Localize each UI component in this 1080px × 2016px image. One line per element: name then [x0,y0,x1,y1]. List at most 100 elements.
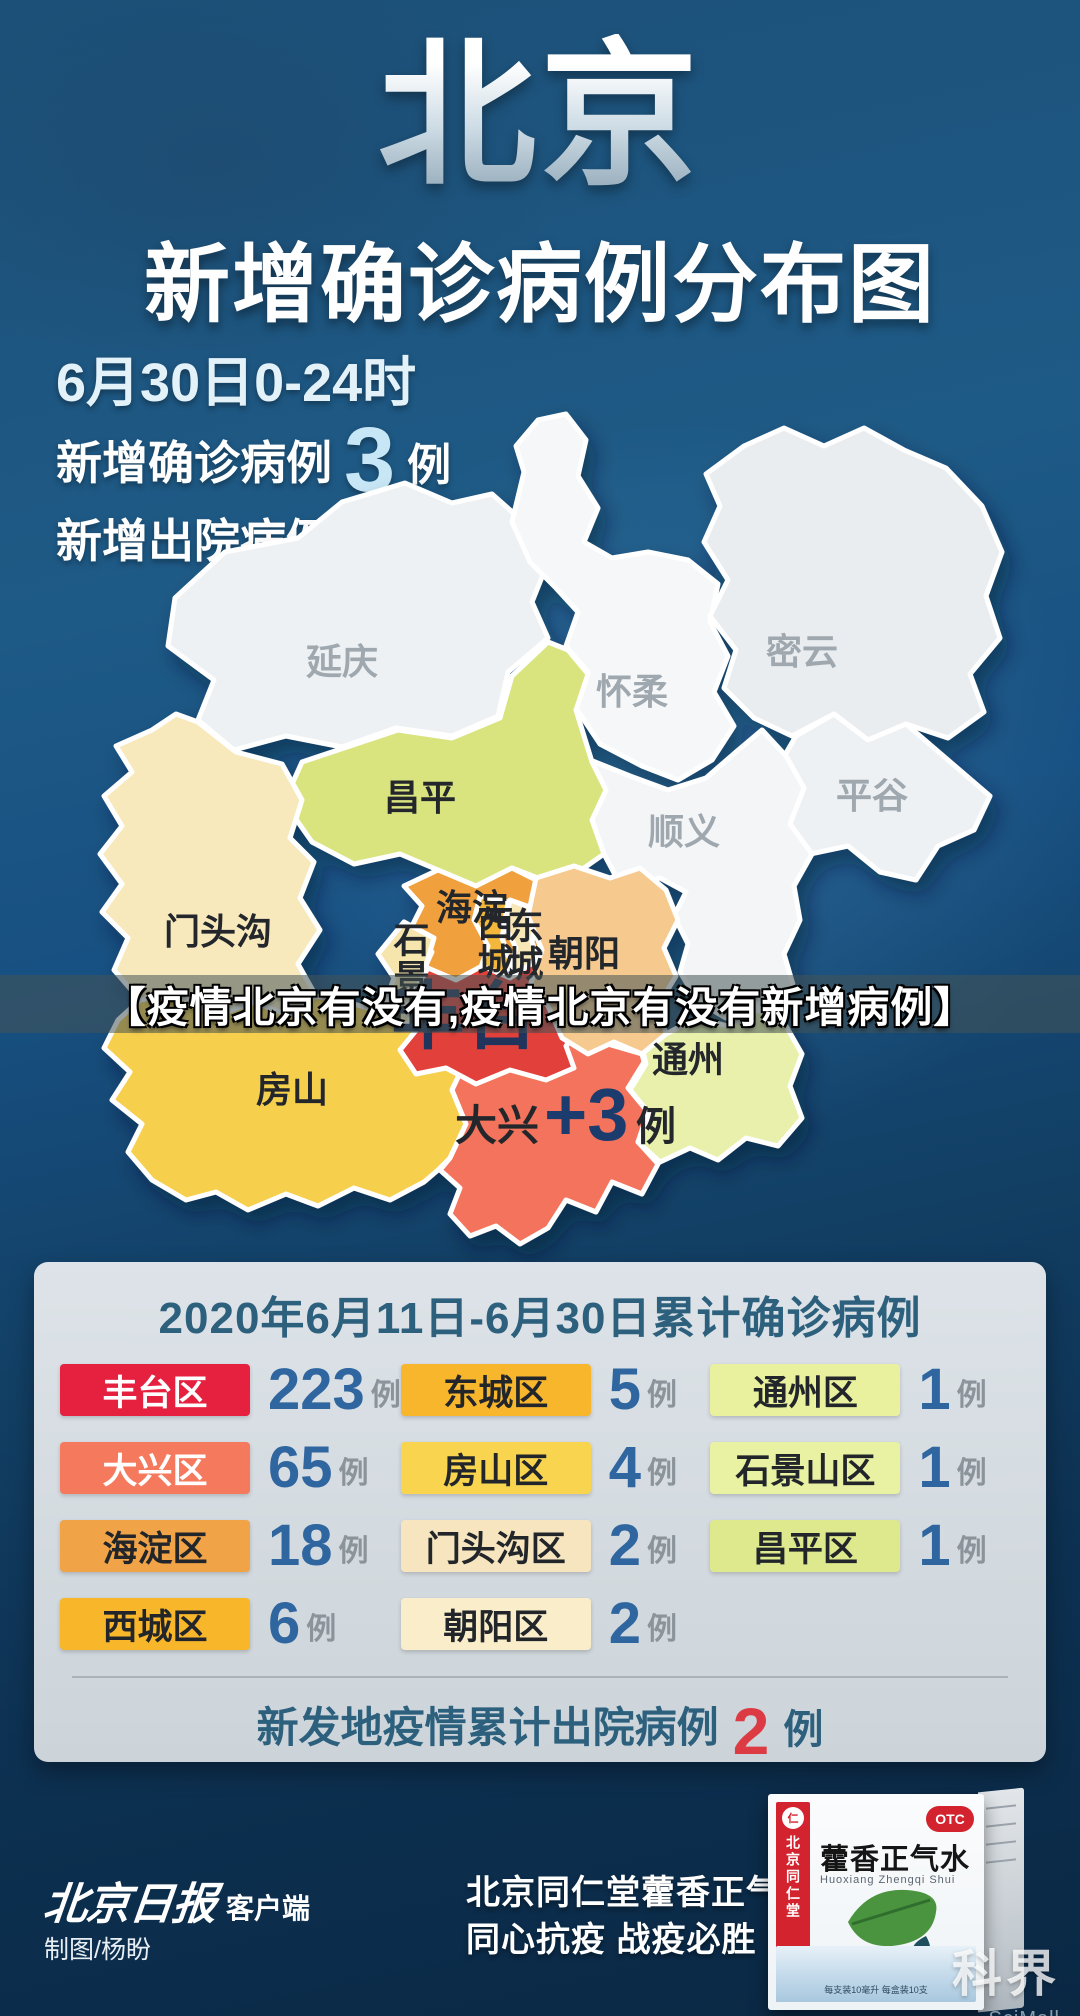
table-row: 昌平区 1 例 [710,1513,1020,1578]
product-spec: 每支装10毫升 每盒装10支 [824,1985,928,1995]
slogan-line1: 北京同仁堂藿香正气 [466,1874,781,1912]
district-changping-label: 昌平 [384,777,456,818]
district-fangshan-label: 房山 [256,1069,328,1110]
district-xicheng-label: 西城 [473,905,514,981]
case-count: 1 [918,1435,951,1500]
otc-badge: OTC [926,1806,974,1832]
table-row: 门头沟区 2 例 [400,1513,711,1578]
district-dongcheng-label: 东城 [503,907,544,983]
publisher-logo: 北京日报 客户端 [40,1868,311,1932]
case-count: 6 [268,1591,301,1656]
stat-unit: 例 [407,440,452,490]
case-count: 18 [268,1513,333,1578]
discharge-count: 2 [732,1693,770,1768]
stat-label: 新增确诊病例 [56,436,332,489]
sponsor-slogan: 北京同仁堂藿香正气 同心抗疫 战疫必胜 [466,1870,781,1964]
cumulative-cases-panel: 2020年6月11日-6月30日累计确诊病例 丰台区 223 例 东城区 5 例… [34,1262,1046,1768]
district-chip: 大兴区 [60,1442,250,1494]
case-count: 5 [608,1357,642,1422]
table-row-empty [710,1598,1020,1650]
discharge-label: 新发地疫情累计出院病例 [256,1704,719,1751]
table-row: 丰台区 223 例 [60,1357,401,1422]
district-chip: 丰台区 [60,1364,250,1416]
slogan-line2: 同心抗疫 战疫必胜 [466,1920,757,1959]
watermark-cn: 科界 [952,1946,1060,2002]
product-box-front: 仁 北京同仁堂 OTC 藿香正气水 Huoxiang Zhengqi Shui … [768,1794,984,2010]
page-title-city: 北京 [0,33,1080,200]
daxing-new-cases-unit: 例 [636,1105,676,1149]
table-row: 海淀区 18 例 [60,1513,401,1578]
table-row: 通州区 1 例 [710,1357,1020,1422]
product-name: 藿香正气水 [820,1844,971,1876]
date-range-label: 6月30日0-24时 [56,353,417,413]
table-row: 东城区 5 例 [400,1357,711,1422]
tongrentang-logo-icon: 仁 [782,1807,804,1829]
district-miyun-label: 密云 [766,631,838,672]
case-unit: 例 [306,1613,337,1646]
case-unit: 例 [647,1457,678,1490]
district-chip: 西城区 [60,1598,250,1650]
table-row: 大兴区 65 例 [60,1435,401,1500]
district-yanqing-label: 延庆 [306,641,378,682]
case-count: 2 [608,1591,642,1656]
table-row: 朝阳区 2 例 [400,1591,711,1656]
case-count: 223 [268,1357,365,1422]
case-unit: 例 [956,1379,987,1412]
product-pinyin: Huoxiang Zhengqi Shui [820,1874,956,1886]
district-yanqing-region [165,480,551,753]
district-mentougou-label: 门头沟 [164,911,272,952]
publisher-suffix: 客户端 [226,1893,311,1924]
case-count: 2 [608,1513,642,1578]
district-chaoyang-label: 朝阳 [548,933,620,974]
district-chip: 通州区 [710,1364,901,1416]
case-unit: 例 [647,1379,678,1412]
discharge-summary: 新发地疫情累计出院病例 2 例 [34,1693,1046,1768]
case-unit: 例 [370,1379,401,1412]
case-unit: 例 [956,1535,987,1568]
case-unit: 例 [338,1535,369,1568]
page-title-main: 新增确诊病例分布图 [144,237,936,333]
district-chip: 东城区 [400,1364,591,1416]
case-unit: 例 [647,1535,678,1568]
case-unit: 例 [956,1457,987,1490]
district-haidian-label: 海淀 [436,887,508,928]
medicine-product-box: 仁 北京同仁堂 OTC 藿香正气水 Huoxiang Zhengqi Shui … [768,1787,1030,2016]
stat-new-confirmed: 新增确诊病例 3 例 [56,414,452,506]
watermark-en: SciMall [952,2008,1060,2016]
case-unit: 例 [647,1613,678,1646]
beijing-daily-logo: 北京日报 [40,1880,219,1929]
caption-text: 【疫情北京有没有,疫情北京有没有新增病例】 [103,983,977,1031]
district-chip: 昌平区 [710,1520,901,1572]
district-chip: 房山区 [400,1442,591,1494]
discharge-unit: 例 [783,1708,824,1752]
district-chip: 海淀区 [60,1520,250,1572]
district-miyun-region [701,425,1005,743]
district-changping-region [281,639,609,889]
case-unit: 例 [338,1457,369,1490]
caption-band: 【疫情北京有没有,疫情北京有没有新增病例】 [0,975,1080,1033]
district-pinggu-label: 平谷 [836,775,908,816]
water-ripple-art: 每支装10毫升 每盒装10支 [776,1946,976,2002]
cases-table: 丰台区 223 例 东城区 5 例 通州区 1 例 大兴区 65 例 房山区 4 [34,1357,1046,1656]
credit-line: 制图/杨盼 [44,1936,151,1964]
district-chip: 石景山区 [710,1442,901,1494]
brand-name: 北京同仁堂 [785,1835,801,1920]
table-row: 房山区 4 例 [400,1435,711,1500]
daxing-new-cases-annotation: +3 [544,1073,628,1156]
case-count: 1 [918,1513,951,1578]
district-mentougou-region [97,711,323,1019]
case-count: 1 [918,1357,951,1422]
district-tongzhou-label: 通州 [652,1039,724,1080]
scimall-watermark: 科界 SciMall [952,1934,1060,2016]
district-chip: 门头沟区 [400,1520,591,1572]
table-row: 石景山区 1 例 [710,1435,1020,1500]
table-row: 西城区 6 例 [60,1591,401,1656]
district-shunyi-label: 顺义 [648,811,720,852]
case-count: 4 [608,1435,642,1500]
district-daxing-label: 大兴 [455,1102,539,1149]
case-count: 65 [268,1435,333,1500]
panel-divider [72,1676,1008,1678]
district-chip: 朝阳区 [400,1598,591,1650]
district-huairou-label: 怀柔 [596,671,668,712]
